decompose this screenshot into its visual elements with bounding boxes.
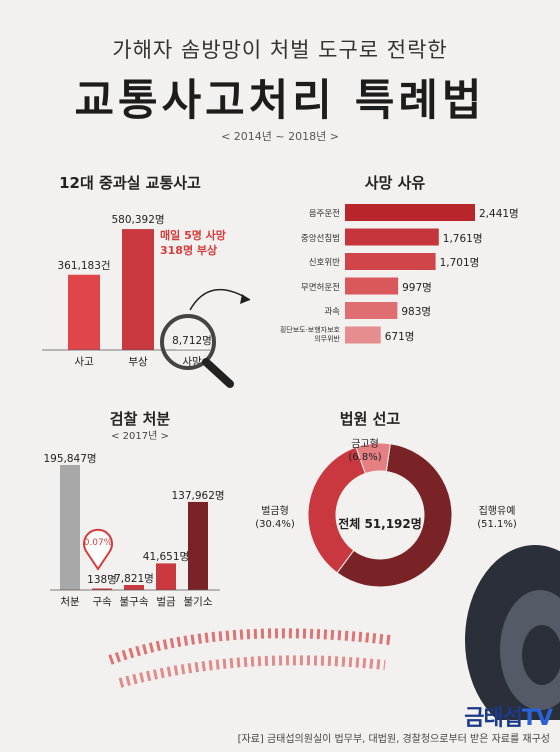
chart-prosecution-value-1: 138명 <box>87 574 117 586</box>
chart-prosecution-value-0: 195,847명 <box>43 453 97 465</box>
chart-court-center: 전체 51,192명 <box>338 517 422 531</box>
chart-causes-bar-5 <box>345 326 381 344</box>
chart-accidents-category-0: 사고 <box>74 356 94 368</box>
chart-causes-bar-4 <box>345 302 398 319</box>
chart-causes-title: 사망 사유 <box>364 174 426 192</box>
chart-causes-value-4: 983명 <box>401 306 432 318</box>
chart-prosecution-category-0: 처분 <box>60 596 80 608</box>
chart-court-label-2: 금고형 (6.8%) <box>335 438 395 464</box>
chart-prosecution-category-1: 구속 <box>92 596 112 608</box>
chart-accidents-value-0: 361,183건 <box>57 259 111 272</box>
chart-accidents-bar-0 <box>68 274 100 350</box>
chart-causes-value-2: 1,701명 <box>439 257 480 269</box>
chart-prosecution-bar-4 <box>188 501 208 590</box>
chart-causes-category-2: 신호위반 <box>308 258 340 268</box>
chart-causes-category-3: 무면허운전 <box>300 282 340 293</box>
chart-court-title: 법원 선고 <box>339 410 401 428</box>
chart-accidents <box>42 229 210 351</box>
chart-causes-value-1: 1,761명 <box>442 232 483 245</box>
chart-court-label-2-line-1: (6.8%) <box>348 452 382 463</box>
chart-prosecution <box>50 465 220 591</box>
chart-causes-bar-2 <box>345 253 436 270</box>
chart-prosecution-bar-2 <box>124 585 144 590</box>
chart-accidents-title: 12대 중과실 교통사고 <box>59 174 201 192</box>
chart-causes-category-0: 음주운전 <box>308 209 340 219</box>
chart-accidents-value-1: 580,392명 <box>111 214 165 227</box>
magnifier-icon <box>160 288 251 388</box>
chart-prosecution-value-4: 137,962명 <box>171 489 225 502</box>
chart-causes <box>345 204 475 344</box>
skid-marks-icon <box>108 628 391 688</box>
chart-causes-category-5-line-0: 횡단보도·보행자보호 <box>279 325 340 334</box>
chart-prosecution-category-4: 불기소 <box>183 596 213 608</box>
chart-accidents-category-1: 부상 <box>128 356 148 368</box>
page-title: 교통사고처리 특례법 <box>74 76 486 126</box>
chart-prosecution-value-2: 7,821명 <box>114 573 154 585</box>
percent-pin-icon <box>83 528 113 571</box>
brand-logo-text: 금태섭 <box>464 706 523 731</box>
chart-causes-category-1: 중앙선침범 <box>300 233 340 244</box>
chart-prosecution-bar-1 <box>92 588 112 590</box>
annotation-daily-injury: 318명 부상 <box>160 244 218 257</box>
chart-causes-category-5-line-1: 의무위반 <box>314 334 340 343</box>
chart-causes-value-3: 997명 <box>402 281 432 294</box>
chart-causes-bar-0 <box>345 204 475 221</box>
chart-prosecution-subtitle: < 2017년 > <box>111 431 169 442</box>
brand-logo-tv: TV <box>521 706 553 731</box>
chart-court-label-1: 벌금형 (30.4%) <box>240 505 310 531</box>
chart-court-label-1-line-1: (30.4%) <box>255 519 295 530</box>
chart-prosecution-bar-0 <box>60 465 80 590</box>
annotation-daily-death: 매일 5명 사망 <box>160 229 226 242</box>
chart-court-slice-0 <box>336 443 453 588</box>
chart-causes-value-0: 2,441명 <box>479 208 519 220</box>
chart-causes-bar-3 <box>345 277 399 295</box>
tire-icon <box>465 545 560 720</box>
chart-prosecution-category-2: 불구속 <box>119 596 149 608</box>
chart-accidents-bar-2 <box>176 348 208 350</box>
brand-logo: 금태섭TV <box>464 700 553 732</box>
chart-causes-category-4: 과속 <box>324 307 340 317</box>
period-label: < 2014년 ~ 2018년 > <box>221 130 339 143</box>
chart-accidents-bar-1 <box>122 229 154 350</box>
chart-causes-category-5: 횡단보도·보행자보호 의무위반 <box>240 326 340 344</box>
chart-court-label-0-line-0: 집행유예 <box>478 506 516 517</box>
chart-prosecution-value-3: 41,651명 <box>142 551 190 564</box>
chart-accidents-value-2: 8,712명 <box>172 335 212 347</box>
source-note: [자료] 금태섭의원실이 법무부, 대법원, 경찰청으로부터 받은 자료를 재구… <box>237 734 550 745</box>
chart-accidents-annotation: 매일 5명 사망 318명 부상 <box>160 228 226 258</box>
chart-prosecution-category-3: 벌금 <box>156 596 176 608</box>
chart-court-label-2-line-0: 금고형 <box>351 439 379 450</box>
chart-causes-bar-1 <box>345 228 439 246</box>
chart-prosecution-bar-3 <box>156 563 176 590</box>
chart-court-label-0: 집행유예 (51.1%) <box>462 505 532 531</box>
chart-court-label-1-line-0: 벌금형 <box>261 506 289 517</box>
chart-prosecution-title: 검찰 처분 <box>109 410 171 428</box>
page-subtitle: 가해자 솜방망이 처벌 도구로 전락한 <box>112 38 448 62</box>
chart-court-label-0-line-1: (51.1%) <box>477 519 517 530</box>
chart-court-slice-1 <box>307 446 366 574</box>
chart-causes-value-5: 671명 <box>384 330 415 343</box>
chart-court-slice-2 <box>355 442 391 475</box>
chart-court <box>307 442 453 588</box>
chart-prosecution-annotation: 0.07% <box>83 538 113 548</box>
